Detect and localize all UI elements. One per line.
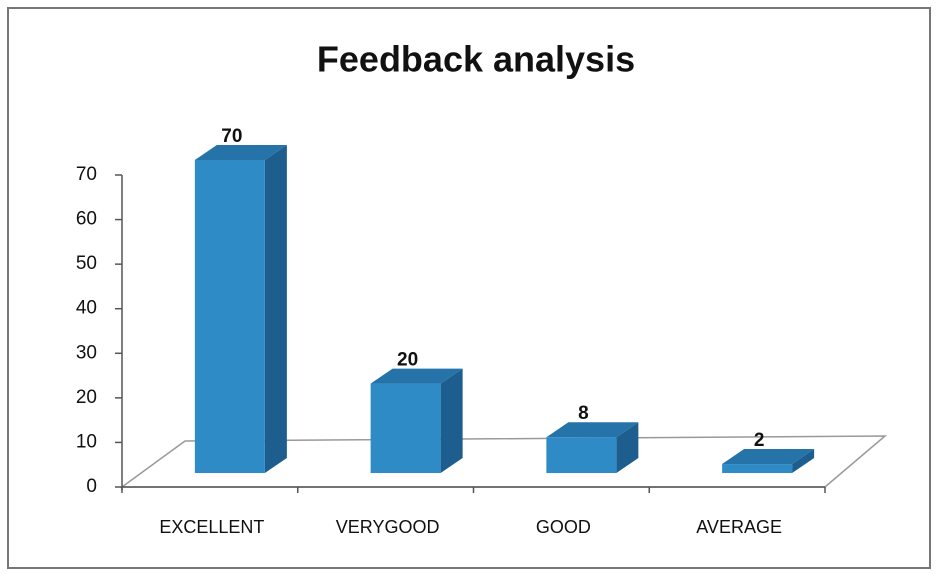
y-tick-label: 70 (76, 164, 97, 185)
x-tick-label: AVERAGE (696, 517, 782, 537)
bar-side (264, 145, 287, 473)
y-tick-label: 50 (76, 253, 97, 274)
data-label: 20 (397, 350, 418, 371)
x-tick-label: EXCELLENT (159, 517, 264, 537)
bar-top (370, 368, 463, 384)
y-tick-label: 0 (86, 476, 97, 497)
bar-side (616, 422, 639, 473)
data-label: 70 (221, 126, 242, 147)
bar-side (440, 368, 463, 473)
chart-border (7, 7, 931, 569)
bar-top (722, 449, 815, 465)
y-tick-label: 30 (76, 342, 97, 363)
y-tick-label: 10 (76, 431, 97, 452)
bar (546, 437, 617, 473)
x-tick-label: GOOD (536, 517, 591, 537)
y-tick-label: 40 (76, 298, 97, 319)
bar (194, 160, 265, 473)
y-tick-label: 20 (76, 387, 97, 408)
bar-top (194, 145, 287, 160)
x-tick-label: VERYGOOD (336, 517, 440, 537)
chart-title: Feedback analysis (317, 39, 635, 80)
data-label: 8 (578, 403, 589, 424)
bar-side (792, 449, 815, 473)
data-label: 2 (754, 430, 765, 451)
bar-top (546, 422, 639, 438)
bar (370, 383, 441, 473)
y-tick-label: 60 (76, 209, 97, 230)
bar (722, 464, 793, 473)
